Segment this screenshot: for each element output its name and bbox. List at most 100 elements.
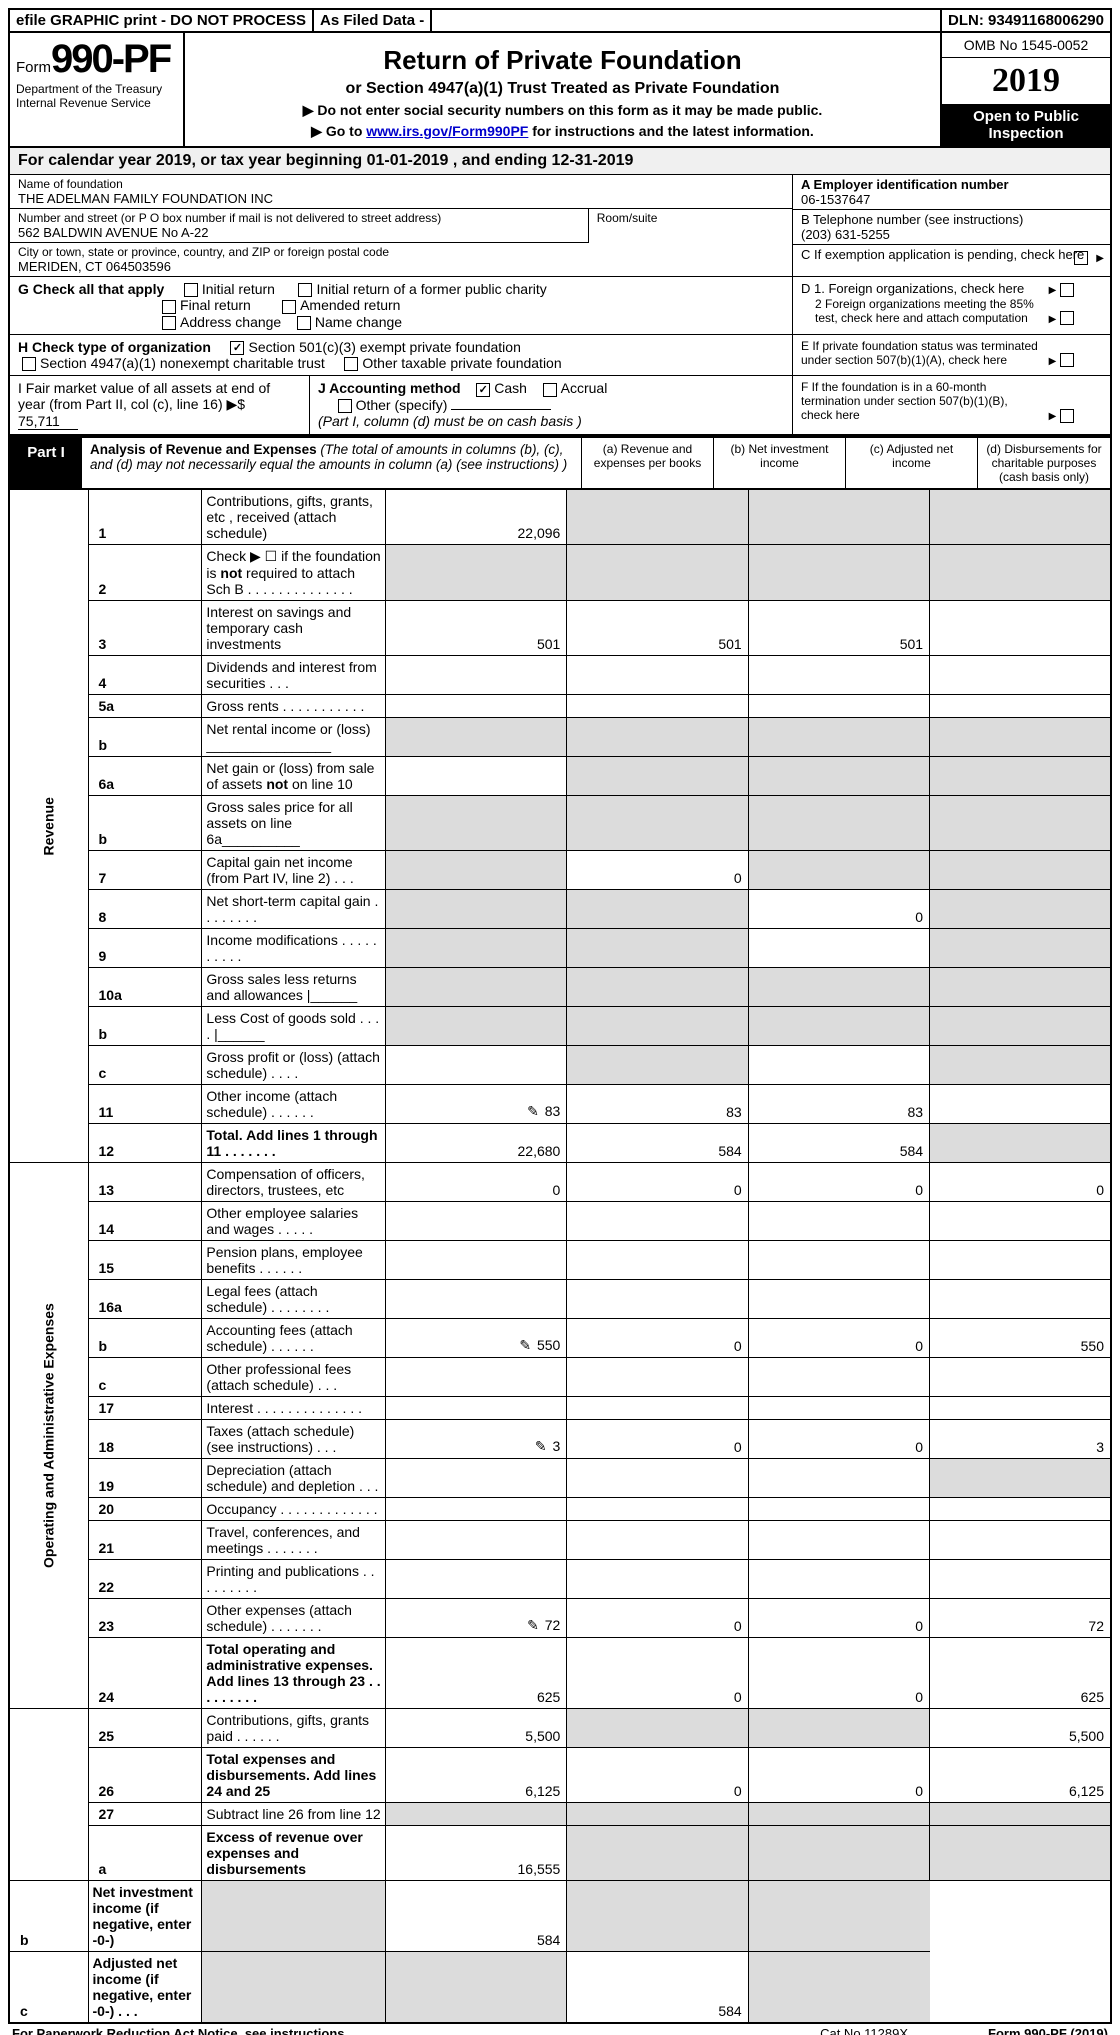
value-cell: 0 — [567, 1319, 748, 1358]
check-d2[interactable] — [1060, 311, 1074, 325]
value-cell: ✎ 3 — [385, 1420, 566, 1459]
line-desc: Pension plans, employee benefits . . . .… — [202, 1241, 386, 1280]
value-cell — [748, 1881, 929, 1952]
line-number: 23 — [88, 1599, 202, 1638]
value-cell — [748, 545, 929, 601]
check-name-change[interactable] — [297, 316, 311, 330]
check-accrual[interactable] — [543, 383, 557, 397]
attachment-icon[interactable]: ✎ — [527, 1103, 539, 1120]
line-desc: Occupancy . . . . . . . . . . . . . — [202, 1498, 386, 1521]
value-cell: 0 — [748, 1319, 929, 1358]
check-cash[interactable]: ✓ — [476, 383, 490, 397]
value-cell — [748, 796, 929, 851]
line-desc: Legal fees (attach schedule) . . . . . .… — [202, 1280, 386, 1319]
value-cell — [567, 656, 748, 695]
value-cell — [567, 1521, 748, 1560]
part1-table: Revenue1Contributions, gifts, grants, et… — [8, 490, 1112, 2024]
line-desc: Other professional fees (attach schedule… — [202, 1358, 386, 1397]
line-number: 4 — [88, 656, 202, 695]
form-id-block: Form990-PF Department of the Treasury In… — [10, 33, 185, 146]
table-row: cAdjusted net income (if negative, enter… — [9, 1952, 1111, 2024]
warning-ssn: ▶ Do not enter social security numbers o… — [191, 102, 934, 119]
check-initial-former[interactable] — [298, 283, 312, 297]
table-row: cGross profit or (loss) (attach schedule… — [9, 1046, 1111, 1085]
value-cell — [385, 1280, 566, 1319]
value-cell — [567, 890, 748, 929]
table-row: 26Total expenses and disbursements. Add … — [9, 1748, 1111, 1803]
value-cell — [930, 1397, 1111, 1420]
form-footer: Form 990-PF (2019) — [988, 2026, 1108, 2035]
line-desc: Other income (attach schedule) . . . . .… — [202, 1085, 386, 1124]
fmv-cell: I Fair market value of all assets at end… — [10, 376, 310, 434]
line-desc: Excess of revenue over expenses and disb… — [202, 1826, 386, 1881]
line-desc: Other expenses (attach schedule) . . . .… — [202, 1599, 386, 1638]
value-cell — [748, 490, 929, 545]
value-cell — [202, 1952, 386, 2024]
check-d1[interactable] — [1060, 283, 1074, 297]
table-row: 19Depreciation (attach schedule) and dep… — [9, 1459, 1111, 1498]
table-row: bNet rental income or (loss) ___________… — [9, 718, 1111, 757]
table-row: 25Contributions, gifts, grants paid . . … — [9, 1709, 1111, 1748]
check-other-taxable[interactable] — [344, 357, 358, 371]
value-cell: 0 — [748, 1638, 929, 1709]
line-number: 6a — [88, 757, 202, 796]
value-cell — [748, 1358, 929, 1397]
value-cell: 0 — [930, 1163, 1111, 1202]
value-cell: 584 — [567, 1952, 748, 2024]
line-desc: Check ▶ ☐ if the foundation is not requi… — [202, 545, 386, 601]
value-cell: 501 — [567, 601, 748, 656]
value-cell: 0 — [567, 1599, 748, 1638]
value-cell — [385, 1952, 566, 2024]
value-cell — [930, 1560, 1111, 1599]
irs-link[interactable]: www.irs.gov/Form990PF — [366, 123, 528, 139]
check-initial-return[interactable] — [184, 283, 198, 297]
attachment-icon[interactable]: ✎ — [527, 1617, 539, 1634]
check-other-method[interactable] — [338, 399, 352, 413]
attachment-icon[interactable]: ✎ — [519, 1337, 531, 1354]
value-cell — [930, 490, 1111, 545]
check-501c3[interactable]: ✓ — [230, 341, 244, 355]
value-cell: 0 — [385, 1163, 566, 1202]
line-number: 1 — [88, 490, 202, 545]
line-number: b — [9, 1881, 88, 1952]
value-cell: 501 — [385, 601, 566, 656]
line-number: 5a — [88, 695, 202, 718]
check-final-return[interactable] — [162, 300, 176, 314]
address-cell: Number and street (or P O box number if … — [10, 209, 589, 243]
value-cell — [385, 1007, 566, 1046]
value-cell — [748, 1007, 929, 1046]
room-cell: Room/suite — [589, 209, 792, 243]
value-cell — [385, 1202, 566, 1241]
check-amended[interactable] — [282, 300, 296, 314]
value-cell: 0 — [567, 1748, 748, 1803]
paperwork-notice: For Paperwork Reduction Act Notice, see … — [12, 2026, 348, 2035]
line-desc: Net rental income or (loss) ____________… — [202, 718, 386, 757]
table-row: 5aGross rents . . . . . . . . . . . — [9, 695, 1111, 718]
table-row: cOther professional fees (attach schedul… — [9, 1358, 1111, 1397]
value-cell — [567, 757, 748, 796]
value-cell — [748, 851, 929, 890]
check-address-change[interactable] — [162, 316, 176, 330]
table-row: 17Interest . . . . . . . . . . . . . . — [9, 1397, 1111, 1420]
table-row: bAccounting fees (attach schedule) . . .… — [9, 1319, 1111, 1358]
check-c[interactable] — [1074, 251, 1088, 265]
value-cell — [930, 1521, 1111, 1560]
line-number: 22 — [88, 1560, 202, 1599]
check-f[interactable] — [1060, 409, 1074, 423]
line-number: c — [9, 1952, 88, 2024]
attachment-icon[interactable]: ✎ — [535, 1438, 547, 1455]
check-e[interactable] — [1060, 353, 1074, 367]
expenses-label: Operating and Administrative Expenses — [9, 1163, 88, 1709]
line-desc: Income modifications . . . . . . . . . . — [202, 929, 386, 968]
value-cell: 83 — [748, 1085, 929, 1124]
line-number: 15 — [88, 1241, 202, 1280]
line-number: 19 — [88, 1459, 202, 1498]
check-4947[interactable] — [22, 357, 36, 371]
value-cell — [930, 1007, 1111, 1046]
value-cell — [748, 757, 929, 796]
line-desc: Interest on savings and temporary cash i… — [202, 601, 386, 656]
line-number: 9 — [88, 929, 202, 968]
value-cell — [748, 1397, 929, 1420]
accounting-method-cell: J Accounting method ✓Cash Accrual Other … — [310, 376, 792, 434]
line-number: 26 — [88, 1748, 202, 1803]
